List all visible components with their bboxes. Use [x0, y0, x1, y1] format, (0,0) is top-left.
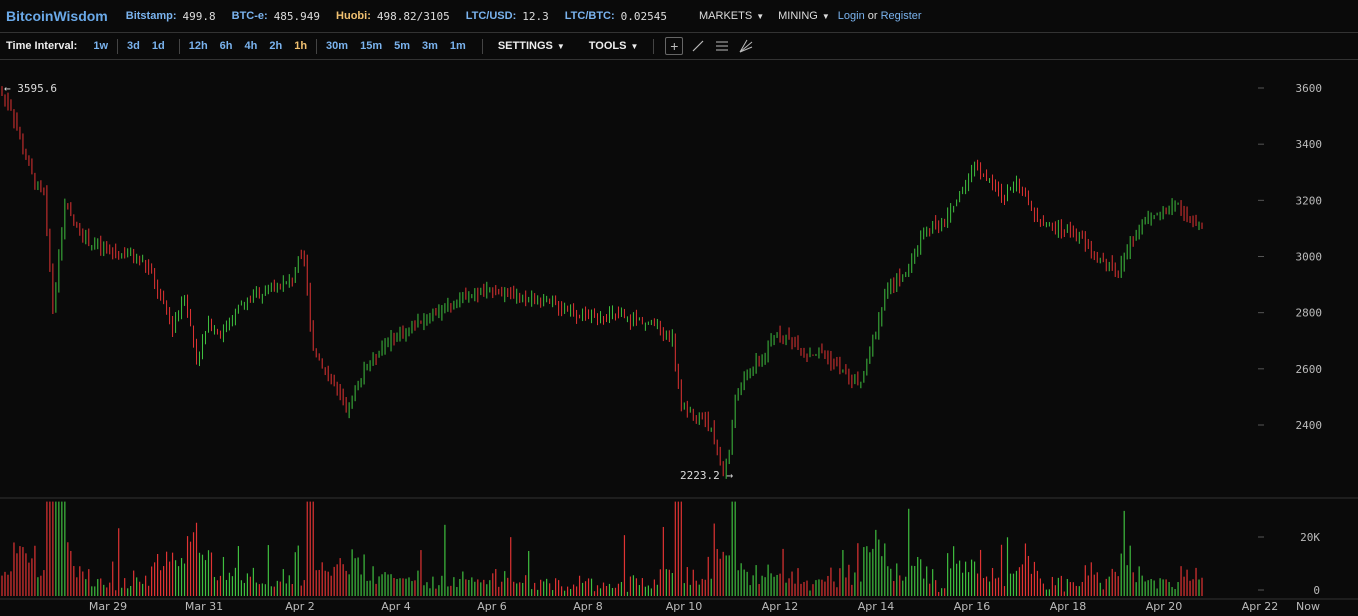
time-tick-label: Apr 22: [1242, 600, 1279, 613]
ticker-value: 485.949: [273, 9, 321, 23]
caret-down-icon: ▼: [821, 12, 830, 21]
ticker-bitstamp[interactable]: Bitstamp: 499.8: [126, 10, 216, 23]
register-link[interactable]: Register: [880, 10, 922, 22]
ticker-value: 499.8: [182, 9, 216, 23]
caret-down-icon: ▼: [756, 12, 765, 21]
ticker-value: 0.02545: [620, 9, 668, 23]
time-tick-label: Apr 14: [858, 600, 895, 613]
interval-15m[interactable]: 15m: [360, 40, 383, 52]
line-draw-icon[interactable]: [689, 37, 707, 55]
volume-tick-label: 0: [1313, 584, 1320, 597]
candles: [1, 86, 1203, 479]
interval-6h[interactable]: 6h: [219, 40, 233, 52]
ticker-btce[interactable]: BTC-e: 485.949: [232, 10, 320, 23]
time-tick-label: Apr 8: [573, 600, 603, 613]
low-price-marker: 2223.2 →: [680, 469, 733, 482]
time-tick-label: Now: [1296, 600, 1320, 613]
interval-2h[interactable]: 2h: [269, 40, 283, 52]
mining-menu-label: MINING: [778, 10, 818, 22]
price-tick-label: 2800: [1296, 307, 1323, 320]
settings-menu[interactable]: SETTINGS ▼: [498, 40, 565, 52]
ticker-huobi[interactable]: Huobi: 498.82/3105: [336, 10, 450, 23]
fan-tool-icon[interactable]: [737, 37, 755, 55]
ticker-value: 498.82/3105: [376, 9, 450, 23]
high-price-marker: ← 3595.6: [4, 82, 57, 95]
ticker-label: LTC/BTC:: [564, 10, 615, 22]
price-tick-label: 2400: [1296, 419, 1323, 432]
ticker-ltc-btc[interactable]: LTC/BTC: 0.02545: [565, 10, 667, 23]
volume-bars: [1, 501, 1203, 596]
crosshair-icon[interactable]: +: [665, 37, 684, 55]
interval-1d[interactable]: 1d: [151, 40, 165, 52]
price-tick-label: 3200: [1296, 194, 1323, 207]
interval-1w[interactable]: 1w: [93, 40, 109, 52]
caret-down-icon: ▼: [556, 42, 565, 51]
auth-or-text: or: [867, 10, 878, 22]
divider: [481, 38, 483, 54]
login-link[interactable]: Login: [837, 10, 865, 22]
settings-menu-label: SETTINGS: [497, 40, 553, 52]
tools-menu-label: TOOLS: [588, 40, 627, 52]
divider: [653, 38, 655, 54]
price-tick-label: 2600: [1296, 363, 1323, 376]
time-tick-label: Apr 20: [1146, 600, 1183, 613]
ticker-ltc-usd[interactable]: LTC/USD: 12.3: [466, 10, 549, 23]
interval-12h[interactable]: 12h: [188, 40, 208, 52]
interval-5m[interactable]: 5m: [394, 40, 411, 52]
price-tick-label: 3600: [1296, 82, 1323, 95]
tools-menu[interactable]: TOOLS ▼: [589, 40, 639, 52]
time-tick-label: Apr 2: [285, 600, 315, 613]
divider: [117, 38, 119, 54]
ticker-label: LTC/USD:: [465, 10, 517, 22]
divider: [178, 38, 180, 54]
price-tick-label: 3400: [1296, 138, 1323, 151]
time-tick-label: Mar 29: [89, 600, 127, 613]
site-logo[interactable]: BitcoinWisdom: [6, 8, 108, 24]
markets-menu-label: MARKETS: [699, 10, 753, 22]
time-tick-label: Apr 6: [477, 600, 507, 613]
interval-3m[interactable]: 3m: [422, 40, 438, 52]
time-tick-label: Apr 16: [954, 600, 991, 613]
time-tick-label: Apr 12: [762, 600, 799, 613]
interval-4h[interactable]: 4h: [244, 40, 258, 52]
time-tick-label: Apr 18: [1050, 600, 1087, 613]
price-chart[interactable]: 3600 3400 3200 3000 2800 2600 2400 20K 0 Mar 29 Ma…: [0, 60, 1358, 616]
horizontal-lines-icon[interactable]: [713, 37, 731, 55]
ticker-label: Bitstamp:: [125, 10, 177, 22]
ticker-value: 12.3: [522, 9, 549, 23]
interval-30m[interactable]: 30m: [326, 40, 349, 52]
auth-links: Login or Register: [838, 10, 922, 22]
chart-toolbar: Time Interval: 1w 3d 1d 12h 6h 4h 2h 1h …: [0, 33, 1358, 60]
ticker-label: BTC-e:: [231, 10, 268, 22]
time-interval-label: Time Interval:: [6, 40, 78, 52]
volume-tick-label: 20K: [1300, 531, 1320, 544]
interval-1m[interactable]: 1m: [449, 40, 466, 52]
caret-down-icon: ▼: [630, 42, 639, 51]
markets-menu[interactable]: MARKETS ▼: [699, 10, 764, 22]
top-nav-bar: BitcoinWisdom Bitstamp: 499.8 BTC-e: 485…: [0, 0, 1358, 33]
interval-3d[interactable]: 3d: [127, 40, 140, 52]
time-tick-label: Apr 4: [381, 600, 411, 613]
time-tick-label: Mar 31: [185, 600, 223, 613]
interval-1h[interactable]: 1h: [294, 40, 308, 52]
price-tick-label: 3000: [1296, 251, 1323, 264]
time-tick-label: Apr 10: [666, 600, 703, 613]
mining-menu[interactable]: MINING ▼: [778, 10, 830, 22]
divider: [316, 38, 318, 54]
ticker-label: Huobi:: [336, 10, 371, 22]
